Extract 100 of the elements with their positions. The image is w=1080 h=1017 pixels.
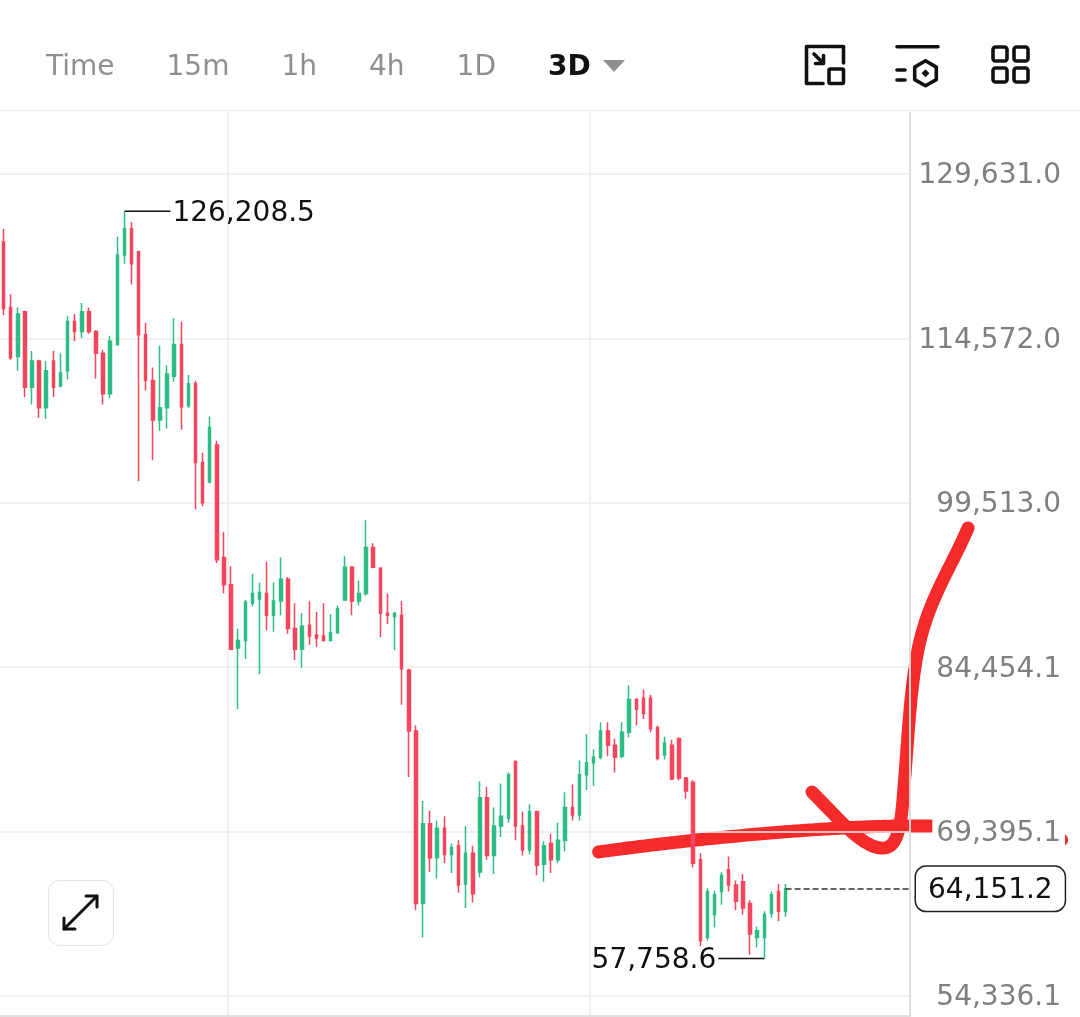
candlestick (776, 883, 781, 922)
candlestick (250, 573, 255, 608)
ref-line-label: 64,151.2 (928, 872, 1053, 906)
candlestick (186, 374, 191, 409)
candlestick (129, 221, 134, 286)
candlestick (577, 759, 582, 822)
candlestick (292, 602, 298, 661)
y-tick-label: 99,513.0 (936, 486, 1061, 520)
annotation: 126,208.5 (172, 194, 315, 228)
candlestick (634, 697, 639, 727)
candlestick (399, 600, 404, 706)
candlestick (264, 561, 269, 632)
candlestick (449, 842, 454, 874)
y-tick-label: 114,572.0 (918, 321, 1061, 355)
candlestick (555, 822, 561, 864)
candlestick (349, 565, 355, 617)
text: 1D (456, 48, 496, 84)
candlestick (51, 350, 56, 398)
candlestick (79, 302, 85, 339)
candlestick (498, 782, 504, 838)
candlestick (541, 840, 547, 883)
candlestick (570, 783, 575, 822)
candlestick (72, 313, 77, 343)
candlestick (683, 776, 689, 800)
candlestick (619, 721, 625, 760)
candlestick (762, 910, 767, 960)
candlestick (626, 684, 632, 739)
candlestick (598, 721, 603, 761)
candlestick (747, 899, 753, 956)
candlestick (641, 688, 646, 720)
candlestick (392, 611, 397, 651)
candlestick (228, 565, 234, 651)
text: Time (46, 48, 115, 84)
candlestick (22, 309, 28, 398)
candlestick (314, 611, 319, 648)
candlestick (669, 739, 675, 781)
candlestick (605, 721, 611, 757)
candlestick (136, 249, 141, 482)
candlestick (712, 889, 717, 929)
candlestick (43, 360, 49, 420)
candlestick (591, 748, 596, 787)
y-tick-label: 54,336.1 (936, 979, 1061, 1013)
candlestick (719, 871, 724, 906)
candlestick (434, 819, 440, 880)
candlestick (257, 581, 262, 676)
candlestick (342, 555, 348, 602)
annotation: 57,758.6 (591, 942, 717, 976)
candlestick (335, 604, 340, 635)
candlestick (157, 344, 163, 432)
text: 1h (281, 48, 317, 84)
y-tick-label: 69,395.1 (936, 815, 1061, 849)
candlestick (243, 599, 248, 660)
candlestick (36, 359, 42, 419)
candlestick (740, 873, 746, 916)
candlestick (477, 780, 483, 879)
candlestick (520, 811, 525, 857)
candlestick (370, 542, 376, 570)
candlestick (15, 306, 21, 372)
y-tick-label: 84,454.1 (936, 650, 1061, 684)
text: 15m (166, 48, 230, 84)
candlestick (442, 815, 447, 864)
candlestick (179, 320, 184, 431)
candlestick (385, 592, 390, 625)
candlestick (150, 366, 156, 462)
candlestick (363, 519, 369, 597)
candlestick (58, 352, 63, 388)
candlestick (321, 602, 326, 643)
candlestick (562, 791, 568, 852)
candlestick (356, 579, 362, 607)
candlestick (470, 844, 476, 904)
candlestick (285, 576, 291, 635)
y-tick-label: 129,631.0 (918, 157, 1061, 191)
candlestick (378, 566, 383, 638)
candlestick (171, 317, 177, 383)
candlestick (235, 627, 241, 710)
candlestick (122, 210, 127, 265)
candlestick (93, 329, 99, 380)
text: 4h (369, 48, 405, 84)
candlestick (221, 531, 227, 595)
candlestick (754, 925, 760, 948)
candlestick (676, 736, 682, 781)
candlestick (662, 735, 667, 761)
candlestick (548, 832, 554, 874)
candlestick (271, 581, 276, 633)
candlestick (491, 806, 497, 875)
candlestick (534, 809, 540, 876)
candlestick (278, 556, 284, 617)
candlestick (420, 800, 426, 939)
candlestick (584, 733, 589, 791)
candlestick (733, 879, 739, 911)
candlestick (690, 779, 696, 869)
candlestick (456, 839, 461, 894)
candlestick (612, 737, 618, 774)
candlestick (193, 379, 198, 511)
text: 3D (547, 48, 591, 84)
candlestick (29, 350, 35, 406)
candlestick (726, 855, 731, 893)
candlestick (86, 306, 92, 335)
candlestick (463, 825, 468, 909)
candlestick (100, 349, 106, 406)
